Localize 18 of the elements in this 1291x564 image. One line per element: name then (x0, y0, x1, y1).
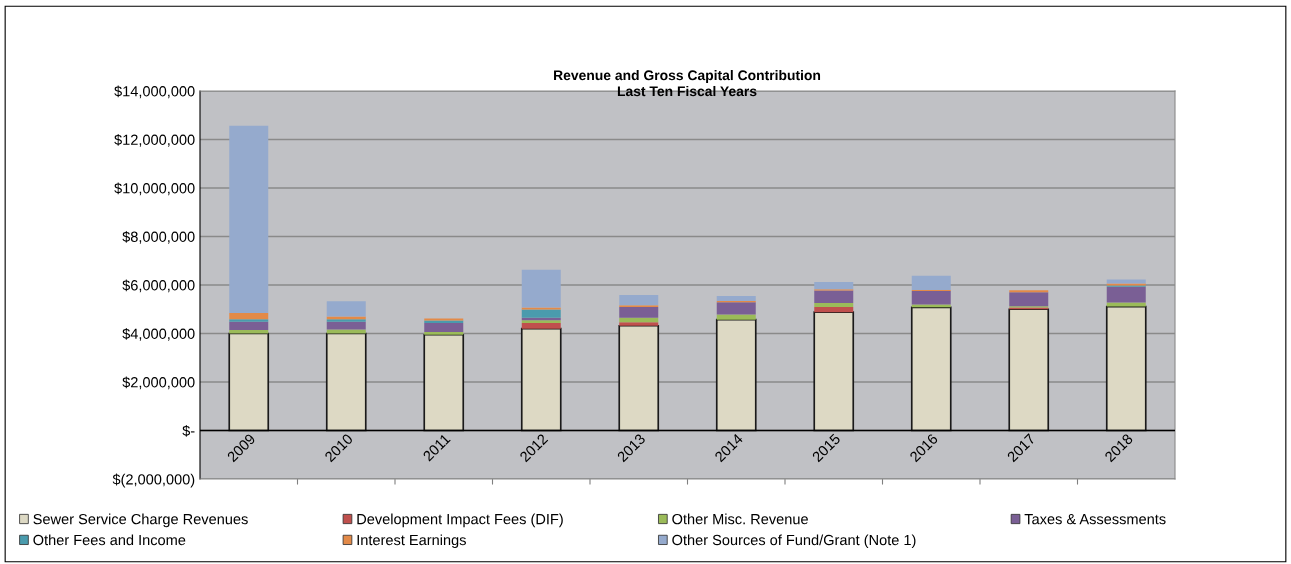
legend-label: Sewer Service Charge Revenues (33, 513, 248, 528)
y-tick-label: $8,000,000 (122, 230, 195, 244)
y-tick-label: $10,000,000 (114, 182, 195, 196)
y-tick-label: $6,000,000 (122, 279, 195, 293)
legend-label: Other Fees and Income (33, 534, 186, 546)
y-tick-label: $4,000,000 (122, 327, 195, 341)
legend-label: Other Misc. Revenue (672, 513, 808, 525)
legend-label: Development Impact Fees (DIF) (357, 513, 563, 528)
y-tick-label: $14,000,000 (114, 85, 195, 99)
legend-label: Interest Earnings (357, 534, 466, 549)
y-tick-label: $(2,000,000) (112, 473, 195, 488)
legend-label: Other Sources of Fund/Grant (Note 1) (672, 534, 916, 549)
y-tick-label: $- (182, 424, 195, 437)
legend-label: Taxes & Assessments (1024, 514, 1166, 525)
y-tick-label: $12,000,000 (114, 133, 195, 147)
chart-subtitle: Last Ten Fiscal Years (617, 85, 757, 97)
chart-title: Revenue and Gross Capital Contribution (554, 70, 821, 83)
y-tick-label: $2,000,000 (122, 376, 195, 390)
